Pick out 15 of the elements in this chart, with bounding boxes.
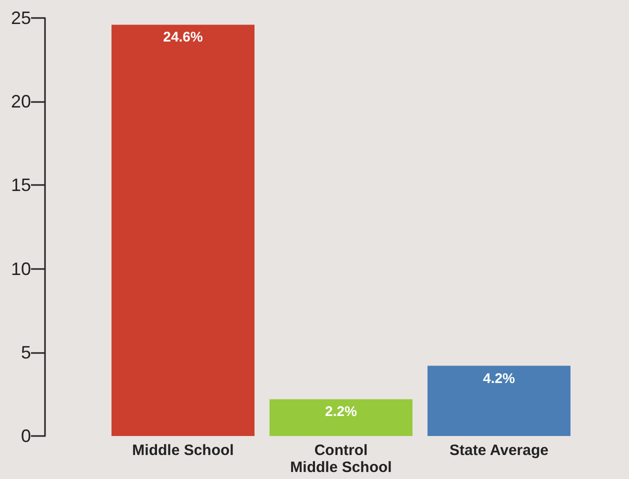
data-label: 4.2% (483, 370, 516, 386)
data-label: 24.6% (163, 28, 204, 45)
bar (428, 366, 570, 436)
bar (270, 399, 412, 436)
y-tick-label: 0 (20, 426, 31, 446)
bar (112, 24, 254, 436)
x-tick-label: Middle School (132, 442, 234, 459)
x-tick-label: Control Middle School (290, 442, 392, 476)
x-tick-label: State Average (450, 442, 548, 459)
y-tick-label: 15 (10, 175, 31, 196)
y-tick-label: 5 (20, 342, 31, 362)
y-tick-label: 25 (10, 8, 31, 28)
y-tick-label: 10 (10, 258, 31, 279)
y-tick-label: 20 (10, 92, 31, 112)
data-label: 2.2% (325, 403, 358, 420)
